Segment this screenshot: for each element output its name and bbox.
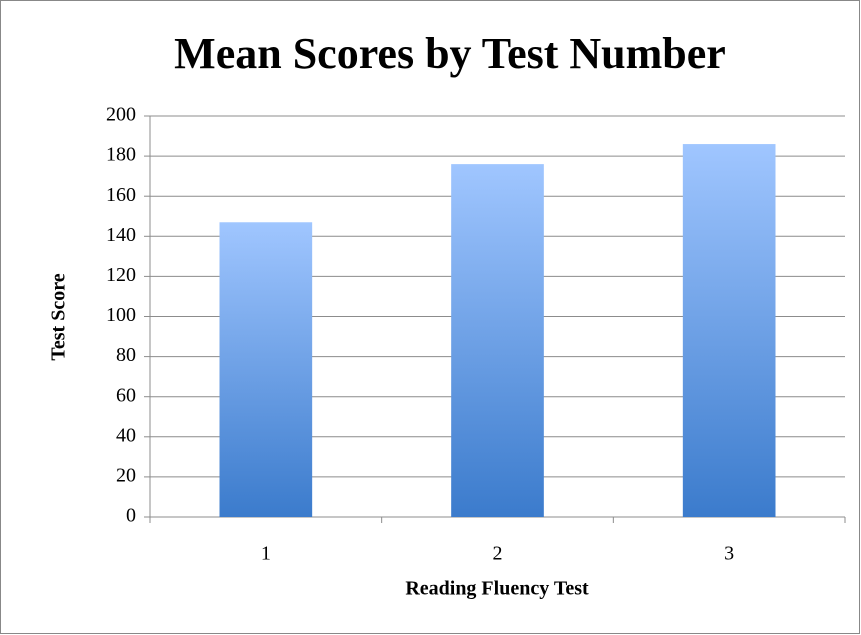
bar	[682, 144, 776, 517]
y-tick-label: 80	[116, 344, 136, 366]
y-axis-label: Test Score	[48, 273, 70, 360]
y-tick-label: 180	[106, 144, 136, 166]
x-axis-label: Reading Fluency Test	[405, 578, 589, 600]
y-tick-label: 60	[116, 384, 136, 406]
bar	[451, 164, 544, 517]
bar	[219, 222, 313, 517]
y-tick-label: 200	[106, 104, 136, 126]
x-tick-label: 3	[724, 543, 734, 565]
y-tick-label: 140	[106, 224, 136, 246]
x-tick-label: 2	[493, 543, 503, 565]
y-tick-label: 40	[116, 424, 136, 446]
y-tick-label: 0	[126, 505, 136, 527]
y-tick-label: 100	[106, 304, 136, 326]
y-tick-label: 120	[106, 264, 136, 286]
chart-title: Mean Scores by Test Number	[174, 29, 726, 78]
x-tick-label: 1	[261, 543, 271, 565]
y-tick-label: 20	[116, 464, 136, 486]
y-tick-label: 160	[106, 184, 136, 206]
